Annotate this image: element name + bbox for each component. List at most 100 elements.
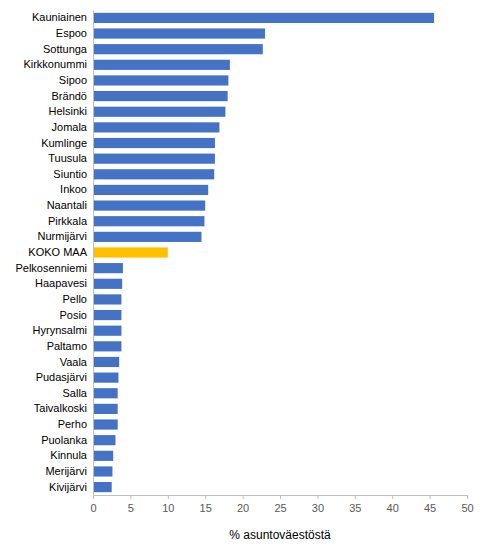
y-tick-label: Merijärvi [45, 465, 87, 477]
bar [93, 216, 204, 226]
bar [93, 294, 121, 304]
y-tick: Kauniainen [32, 11, 87, 23]
y-tick-label: Kivijärvi [49, 481, 87, 493]
y-tick-label: Pirkkala [48, 215, 88, 227]
bar [93, 310, 121, 320]
bars [93, 13, 434, 492]
y-tick: Tuusula [48, 152, 88, 164]
bar [93, 263, 123, 273]
y-tick-label: Salla [63, 387, 88, 399]
x-tick-label: 40 [387, 502, 399, 514]
y-tick: Hyrynsalmi [33, 324, 87, 336]
y-tick-label: Brändö [52, 90, 87, 102]
x-axis: 0 5 10 15 20 25 30 35 40 45 50 [90, 495, 473, 514]
y-tick: Posio [59, 309, 87, 321]
x-tick-label: 30 [312, 502, 324, 514]
bar [93, 466, 112, 476]
y-tick: Kivijärvi [49, 481, 87, 493]
bar [93, 154, 215, 164]
y-tick-label: Jomala [52, 121, 88, 133]
x-tick-mark [430, 495, 431, 499]
y-tick-label: Naantali [47, 199, 87, 211]
y-tick: Kumlinge [41, 137, 87, 149]
x-tick: 25 [274, 495, 286, 514]
y-tick: Sottunga [43, 43, 88, 55]
y-tick-label: Sipoo [59, 74, 87, 86]
x-tick: 35 [349, 495, 361, 514]
y-tick: Helsinki [48, 105, 87, 117]
y-tick-label: Hyrynsalmi [33, 324, 87, 336]
y-tick: Puolanka [41, 434, 88, 446]
x-tick: 20 [237, 495, 249, 514]
bar [93, 435, 115, 445]
x-tick: 5 [128, 495, 134, 514]
y-tick: Pirkkala [48, 215, 88, 227]
y-tick-label: Paltamo [47, 340, 87, 352]
bar [93, 185, 208, 195]
x-axis-title: % asuntoväestöstä [229, 528, 331, 542]
bar [93, 451, 113, 461]
y-tick: KOKO MAA [28, 246, 87, 258]
bar [93, 232, 201, 242]
chart: 05101520253035404550KauniainenEspooSottu… [0, 0, 492, 557]
y-tick: Brändö [52, 90, 87, 102]
y-tick-label: Pudasjärvi [36, 371, 87, 383]
x-tick-mark [280, 495, 281, 499]
x-tick: 50 [461, 495, 473, 514]
y-tick-label: Helsinki [48, 105, 87, 117]
y-axis-line [93, 11, 94, 496]
bar [93, 279, 122, 289]
x-tick-label: 0 [90, 502, 96, 514]
x-tick: 15 [200, 495, 212, 514]
y-tick: Pelkosenniemi [15, 262, 87, 274]
y-tick-label: Kirkkonummi [23, 58, 87, 70]
y-tick-label: Vaala [60, 356, 88, 368]
y-tick: Pudasjärvi [36, 371, 87, 383]
x-tick: 0 [90, 495, 96, 514]
y-tick-label: KOKO MAA [28, 246, 87, 258]
x-tick: 45 [424, 495, 436, 514]
y-tick: Salla [63, 387, 88, 399]
x-tick-label: 5 [128, 502, 134, 514]
x-tick-mark [317, 495, 318, 499]
y-tick-label: Tuusula [48, 152, 88, 164]
y-tick-label: Kinnula [50, 449, 88, 461]
y-tick-label: Haapavesi [35, 277, 87, 289]
y-tick: Haapavesi [35, 277, 87, 289]
bar [93, 75, 228, 85]
y-tick-label: Inkoo [60, 183, 87, 195]
y-tick: Paltamo [47, 340, 87, 352]
x-tick-mark [130, 495, 131, 499]
x-tick-mark [93, 495, 94, 499]
x-tick-label: 10 [162, 502, 174, 514]
y-tick-label: Nurmijärvi [38, 230, 88, 242]
bar [93, 91, 228, 101]
bar [93, 326, 121, 336]
x-tick-mark [243, 495, 244, 499]
bar [93, 13, 434, 23]
y-tick-label: Kumlinge [41, 137, 87, 149]
x-tick-mark [205, 495, 206, 499]
bar [93, 169, 214, 179]
y-tick: Pello [63, 293, 87, 305]
x-tick: 10 [162, 495, 174, 514]
x-tick-mark [168, 495, 169, 499]
bar [93, 28, 265, 38]
bar [93, 388, 118, 398]
y-tick: Perho [58, 418, 87, 430]
bar [93, 482, 112, 492]
y-tick-label: Pelkosenniemi [15, 262, 87, 274]
bar [93, 357, 119, 367]
y-tick: Kinnula [50, 449, 88, 461]
y-tick: Inkoo [60, 183, 87, 195]
bar [93, 247, 168, 257]
y-tick: Taivalkoski [34, 402, 87, 414]
y-tick: Sipoo [59, 74, 87, 86]
bar [93, 44, 263, 54]
y-axis: KauniainenEspooSottungaKirkkonummiSipooB… [15, 11, 93, 496]
x-tick-mark [355, 495, 356, 499]
x-tick-label: 25 [274, 502, 286, 514]
plot: 05101520253035404550KauniainenEspooSottu… [15, 11, 473, 514]
x-tick: 30 [312, 495, 324, 514]
bar [93, 107, 225, 117]
